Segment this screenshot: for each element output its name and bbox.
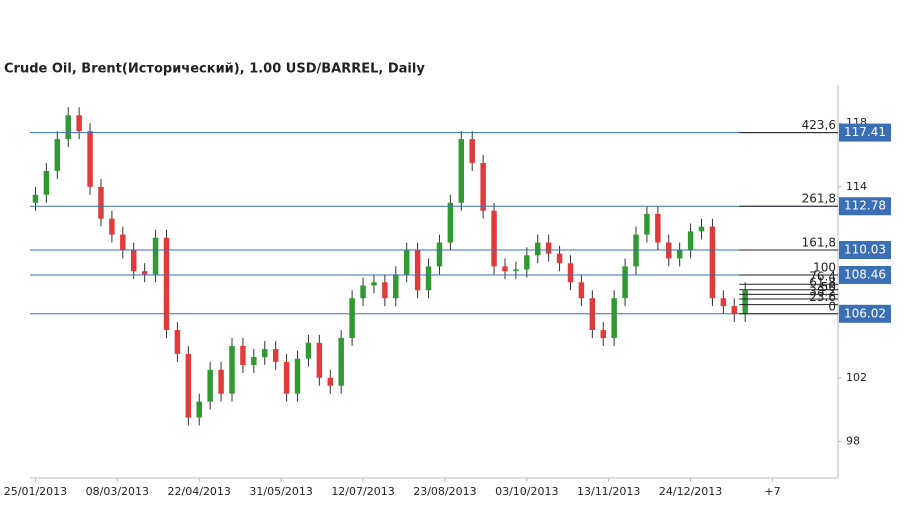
- candle-body: [698, 226, 705, 232]
- x-tick-label: 25/01/2013: [4, 485, 67, 498]
- candle-body: [567, 263, 574, 283]
- fib-ratio-label: 161,8: [802, 235, 836, 249]
- candle-body: [622, 266, 628, 299]
- candle-body: [600, 330, 606, 338]
- candle-body: [131, 250, 137, 272]
- candle-body: [491, 210, 497, 267]
- price-label: 110.03: [844, 242, 886, 256]
- price-label: 108.46: [844, 267, 886, 281]
- price-box: [839, 304, 891, 323]
- candle-body: [513, 269, 519, 272]
- candle-body: [611, 298, 617, 338]
- y-tick-label: 98: [846, 434, 860, 447]
- candle-body: [152, 237, 159, 275]
- x-tick-label: 23/08/2013: [413, 485, 476, 498]
- x-tick-label: 24/12/2013: [659, 485, 722, 498]
- candle-body: [262, 349, 268, 358]
- candle-body: [382, 282, 388, 299]
- fib-ratio-label: 23.6: [809, 290, 836, 304]
- price-label: 112.78: [844, 199, 886, 213]
- price-box: [839, 197, 891, 216]
- candle-body: [305, 342, 312, 359]
- fib-ratio-label: 61.8: [809, 275, 836, 289]
- x-tick-label: 22/04/2013: [168, 485, 231, 498]
- candle-body: [120, 234, 126, 251]
- candle-body: [65, 115, 71, 140]
- candle-body: [76, 115, 82, 132]
- candle-body: [742, 290, 748, 315]
- candle-body: [141, 271, 148, 275]
- price-label: 117.41: [844, 125, 886, 139]
- fib-ratio-label: 38.2: [809, 285, 836, 299]
- fib-ratio-label: 50: [821, 280, 836, 294]
- candle-body: [185, 353, 192, 418]
- x-tick-label: +7: [764, 485, 780, 498]
- fib-ratio-label: 0: [828, 299, 836, 313]
- candle-body: [272, 349, 279, 362]
- candle-body: [327, 377, 333, 386]
- candle-body: [436, 242, 443, 267]
- candle-body: [54, 139, 61, 171]
- candle-body: [414, 250, 421, 291]
- candle-body: [229, 345, 235, 394]
- candle-body: [524, 255, 530, 270]
- candle-body: [535, 242, 541, 256]
- candle-body: [87, 131, 93, 187]
- fib-ratio-label: 261,8: [802, 192, 836, 206]
- candle-body: [502, 266, 508, 272]
- chart-title: Crude Oil, Brent(Исторический), 1.00 USD…: [4, 62, 425, 77]
- candle-body: [469, 139, 475, 163]
- candle-body: [98, 186, 104, 219]
- price-box: [839, 123, 891, 142]
- candle-body: [447, 202, 454, 243]
- x-tick-label: 08/03/2013: [86, 485, 149, 498]
- candle-body: [196, 401, 202, 418]
- candle-body: [283, 361, 290, 394]
- candle-body: [709, 226, 716, 299]
- fib-ratio-label: 423,6: [802, 118, 836, 132]
- candle-body: [480, 162, 486, 211]
- candle-body: [545, 242, 552, 254]
- x-tick-label: 12/07/2013: [331, 485, 394, 498]
- x-tick-label: 03/10/2013: [495, 485, 558, 498]
- y-tick-label: 102: [846, 371, 867, 384]
- candle-body: [644, 213, 650, 235]
- candle-body: [556, 253, 563, 264]
- fib-ratio-label: 76.4: [809, 270, 836, 284]
- fib-ratio-label: 100: [813, 260, 836, 274]
- candle-body: [393, 274, 399, 299]
- price-label: 106.02: [844, 306, 886, 320]
- candle-body: [43, 170, 50, 195]
- candle-body: [338, 337, 344, 386]
- candle-body: [174, 330, 181, 354]
- x-tick-label: 31/05/2013: [249, 485, 312, 498]
- candle-body: [207, 369, 213, 402]
- candle-body: [109, 218, 115, 235]
- price-box: [839, 265, 891, 284]
- candle-body: [240, 345, 246, 366]
- candle-body: [251, 357, 257, 366]
- candle-body: [218, 369, 224, 394]
- candle-body: [676, 250, 683, 259]
- candle-body: [720, 298, 727, 307]
- candle-body: [425, 266, 432, 291]
- candle-body: [32, 194, 39, 203]
- candle-body: [655, 213, 661, 243]
- candle-body: [731, 306, 737, 315]
- x-tick-label: 13/11/2013: [577, 485, 640, 498]
- candle-body: [403, 250, 410, 275]
- candle-body: [294, 358, 301, 394]
- candle-body: [687, 231, 694, 251]
- y-tick-label: 114: [846, 180, 867, 193]
- candle-body: [458, 139, 465, 203]
- price-box: [839, 240, 891, 259]
- candle-body: [371, 282, 377, 286]
- candle-body: [360, 285, 366, 299]
- candle-body: [316, 342, 323, 378]
- candle-body: [578, 282, 585, 299]
- candle-body: [163, 237, 170, 331]
- candle-body: [349, 298, 355, 338]
